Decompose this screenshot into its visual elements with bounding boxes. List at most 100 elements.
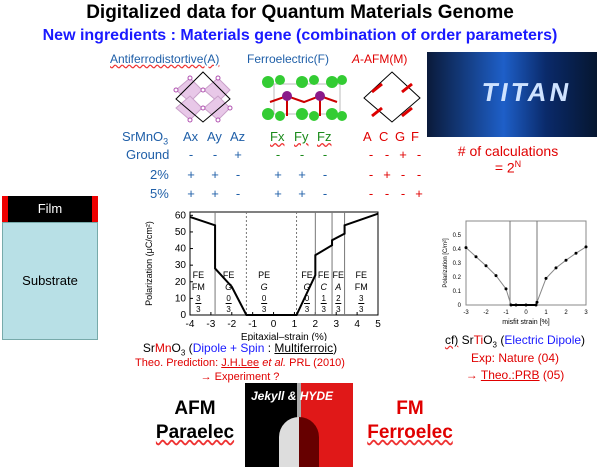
- octahedra-structure-image: [173, 71, 233, 123]
- region-phase-label: PE: [258, 270, 270, 280]
- face-figure: [279, 417, 319, 467]
- x-tick-label: -2: [483, 310, 489, 316]
- polarization-line: [189, 212, 379, 316]
- cell-a: +: [211, 167, 219, 182]
- data-point: [554, 266, 558, 270]
- cell-m: -: [400, 167, 406, 182]
- column-header-m: A: [363, 129, 372, 144]
- cell-a: +: [234, 147, 242, 162]
- cell-m: -: [416, 147, 422, 162]
- column-header-a: Ax: [183, 129, 199, 144]
- row-label: 2%: [150, 167, 169, 182]
- y-tick-label: 0.2: [453, 275, 462, 281]
- afm-label: AFM: [174, 398, 216, 419]
- x-tick-label: 3: [584, 310, 588, 316]
- cell-m: -: [384, 147, 390, 162]
- y-axis-label: Polarization [C/m²]: [443, 238, 449, 288]
- x-tick-label: 0: [271, 319, 277, 330]
- cell-m: -: [416, 167, 422, 182]
- data-point: [464, 246, 468, 250]
- polarization-line: [465, 246, 587, 306]
- region-magnetic-label: G: [261, 282, 268, 292]
- column-header-f: Fx: [270, 129, 285, 144]
- region-fraction-numerator: 1: [321, 294, 326, 303]
- region-phase-label: FE: [356, 270, 368, 280]
- y-tick-label: 0.3: [453, 261, 462, 267]
- region-fraction-numerator: 0: [305, 294, 310, 303]
- cell-f: +: [274, 186, 282, 201]
- calculations-count: # of calculations = 2N: [457, 143, 559, 176]
- region-fraction-denominator: 3: [336, 305, 341, 314]
- jekyll-hyde-poster-image: Jekyll & HYDE: [245, 383, 353, 467]
- cell-a: -: [188, 147, 194, 162]
- afm-spin-structure-image: [363, 71, 421, 123]
- x-axis-label: misfit strain [%]: [502, 319, 550, 326]
- x-tick-label: 0: [524, 310, 528, 316]
- x-tick-label: 1: [544, 310, 548, 316]
- slide-subtitle: New ingredients : Materials gene (combin…: [42, 27, 558, 44]
- data-point: [564, 258, 568, 262]
- y-tick-label: 30: [175, 260, 187, 271]
- region-fraction-numerator: 0: [226, 294, 231, 303]
- region-fraction-numerator: 3: [359, 294, 364, 303]
- paraelec-label: Paraelec: [155, 422, 235, 443]
- data-point: [494, 274, 498, 278]
- ferroelec-label: Ferroelec: [367, 422, 453, 443]
- region-fraction-denominator: 3: [196, 305, 201, 314]
- y-tick-label: 0.1: [453, 289, 462, 295]
- data-point: [574, 251, 578, 255]
- cell-m: +: [415, 186, 423, 201]
- x-tick-label: 1: [292, 319, 298, 330]
- cell-m: +: [383, 167, 391, 182]
- region-magnetic-label: A: [334, 282, 341, 292]
- caption-srmno3: SrMnO3 (Dipole + Spin : Multiferroic): [142, 341, 338, 358]
- plot-frame: [189, 211, 379, 316]
- y-tick-label: 0: [180, 310, 186, 321]
- substrate-layer: Substrate: [2, 222, 98, 340]
- cell-a: +: [187, 186, 195, 201]
- cell-f: -: [322, 147, 328, 162]
- data-point: [584, 245, 588, 249]
- cell-a: -: [235, 167, 241, 182]
- x-tick-label: -3: [463, 310, 469, 316]
- srtio3-polarization-chart: -3 -2 -1 0 1 2 3 0 0.1 0.2 0.3 0.4 0.5 misfit strain …: [443, 220, 588, 326]
- x-tick-label: -1: [503, 310, 509, 316]
- plot-frame: [465, 220, 587, 306]
- region-magnetic-label: FM: [355, 282, 368, 292]
- x-tick-label: -3: [206, 319, 215, 330]
- cell-f: +: [298, 167, 306, 182]
- header-antiferrodistortive: Antiferrodistortive(A): [110, 52, 220, 66]
- region-phase-label: FE: [333, 270, 345, 280]
- x-tick-label: -4: [186, 319, 195, 330]
- column-header-f: Fz: [317, 129, 332, 144]
- region-fraction-denominator: 3: [321, 305, 326, 314]
- cell-m: -: [368, 167, 374, 182]
- region-magnetic-label: G: [303, 282, 310, 292]
- x-tick-label: 2: [564, 310, 568, 316]
- caption-exp-nature: Exp: Nature (04): [470, 351, 560, 365]
- region-phase-label: FE: [301, 270, 313, 280]
- cell-m: -: [384, 186, 390, 201]
- y-tick-label: 50: [175, 227, 187, 238]
- x-tick-label: 3: [333, 319, 339, 330]
- y-tick-label: 0.5: [453, 233, 462, 239]
- fm-label: FM: [396, 398, 424, 419]
- cell-f: -: [322, 167, 328, 182]
- x-tick-label: 5: [375, 319, 381, 330]
- x-axis-label: Epitaxial–strain (%): [241, 332, 327, 341]
- ferroelectric-structure-image: [262, 75, 347, 121]
- slide-title: Digitalized data for Quantum Materials G…: [86, 2, 514, 23]
- caption-theo-prb: → Theo.:PRB (05): [465, 368, 565, 382]
- y-tick-label: 0: [458, 303, 462, 309]
- caption-srtio3: cf) SrTiO3 (Electric Dipole): [444, 333, 586, 350]
- cell-a: +: [187, 167, 195, 182]
- cell-f: -: [299, 147, 305, 162]
- cell-f: -: [322, 186, 328, 201]
- column-header-m: C: [379, 129, 389, 144]
- region-magnetic-label: FM: [192, 282, 205, 292]
- y-tick-label: 20: [175, 277, 187, 288]
- region-fraction-denominator: 3: [359, 305, 364, 314]
- y-tick-label: 60: [175, 210, 187, 221]
- data-point: [504, 287, 508, 291]
- region-magnetic-label: C: [320, 282, 327, 292]
